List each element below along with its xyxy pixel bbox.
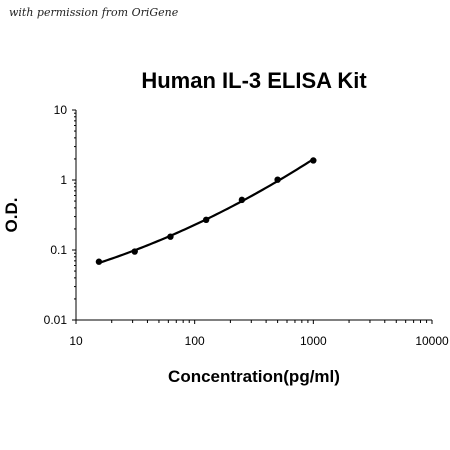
fit-curve-layer (98, 158, 314, 264)
y-tick-label: 0.1 (50, 243, 67, 257)
data-point (131, 248, 138, 255)
chart-title: Human IL-3 ELISA Kit (141, 68, 367, 93)
x-tick-label: 10 (69, 334, 83, 348)
data-points-layer (95, 157, 317, 265)
data-point (274, 176, 281, 183)
fit-curve (98, 158, 314, 264)
y-axis-label: O.D. (2, 198, 21, 233)
data-point (310, 157, 317, 164)
axes: 0.01 0.1 1 10 10 100 1000 10000 (44, 103, 449, 348)
x-tick-label: 10000 (415, 334, 449, 348)
watermark-text: with permission from OriGene (9, 6, 179, 19)
y-tick-label: 10 (54, 103, 68, 117)
data-point (167, 233, 174, 240)
y-tick-label: 1 (60, 173, 67, 187)
x-tick-label: 1000 (300, 334, 327, 348)
data-point (238, 196, 246, 204)
x-tick-label: 100 (185, 334, 205, 348)
data-point (202, 216, 210, 224)
y-tick-label: 0.01 (44, 313, 68, 327)
x-axis-label: Concentration(pg/ml) (168, 367, 340, 386)
data-point (95, 258, 103, 265)
